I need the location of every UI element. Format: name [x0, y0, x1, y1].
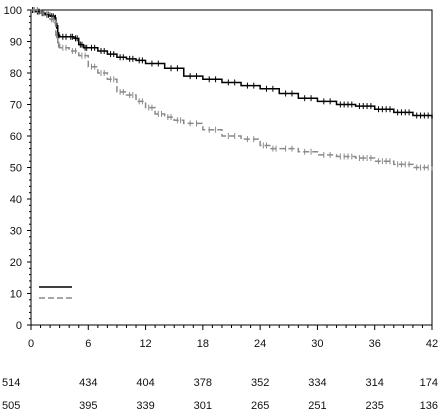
- y-tick-label: 10: [10, 289, 22, 301]
- plot-frame: [30, 9, 433, 326]
- at-risk-value: 174: [420, 377, 438, 389]
- at-risk-value: 404: [136, 377, 154, 389]
- at-risk-value: 235: [366, 400, 384, 412]
- x-tick-label: 24: [254, 338, 266, 350]
- x-tick-label: 42: [426, 338, 438, 350]
- x-tick-label: 6: [85, 338, 91, 350]
- x-tick-label: 18: [197, 338, 209, 350]
- survival-curve-2: [31, 9, 433, 171]
- at-risk-value: 514: [2, 377, 20, 389]
- x-tick-label: 12: [139, 338, 151, 350]
- x-tick-label: 0: [28, 338, 34, 350]
- y-tick-label: 20: [10, 257, 22, 269]
- y-tick-label: 0: [16, 320, 22, 332]
- at-risk-value: 505: [2, 400, 20, 412]
- at-risk-value: 265: [251, 400, 269, 412]
- at-risk-value: 339: [136, 400, 154, 412]
- at-risk-value: 378: [194, 377, 212, 389]
- x-tick-label: 36: [369, 338, 381, 350]
- y-tick-label: 30: [10, 226, 22, 238]
- x-tick-label: 30: [311, 338, 323, 350]
- at-risk-value: 434: [79, 377, 97, 389]
- at-risk-value: 395: [79, 400, 97, 412]
- at-risk-value: 136: [420, 400, 438, 412]
- y-tick-label: 50: [10, 163, 22, 175]
- at-risk-value: 334: [308, 377, 326, 389]
- at-risk-value: 352: [251, 377, 269, 389]
- y-tick-label: 90: [10, 37, 22, 49]
- y-tick-label: 80: [10, 68, 22, 80]
- y-tick-label: 40: [10, 194, 22, 206]
- y-tick-label: 70: [10, 100, 22, 112]
- y-tick-label: 60: [10, 131, 22, 143]
- at-risk-value: 251: [308, 400, 326, 412]
- at-risk-value: 314: [366, 377, 384, 389]
- at-risk-value: 301: [194, 400, 212, 412]
- y-tick-label: 100: [4, 5, 22, 17]
